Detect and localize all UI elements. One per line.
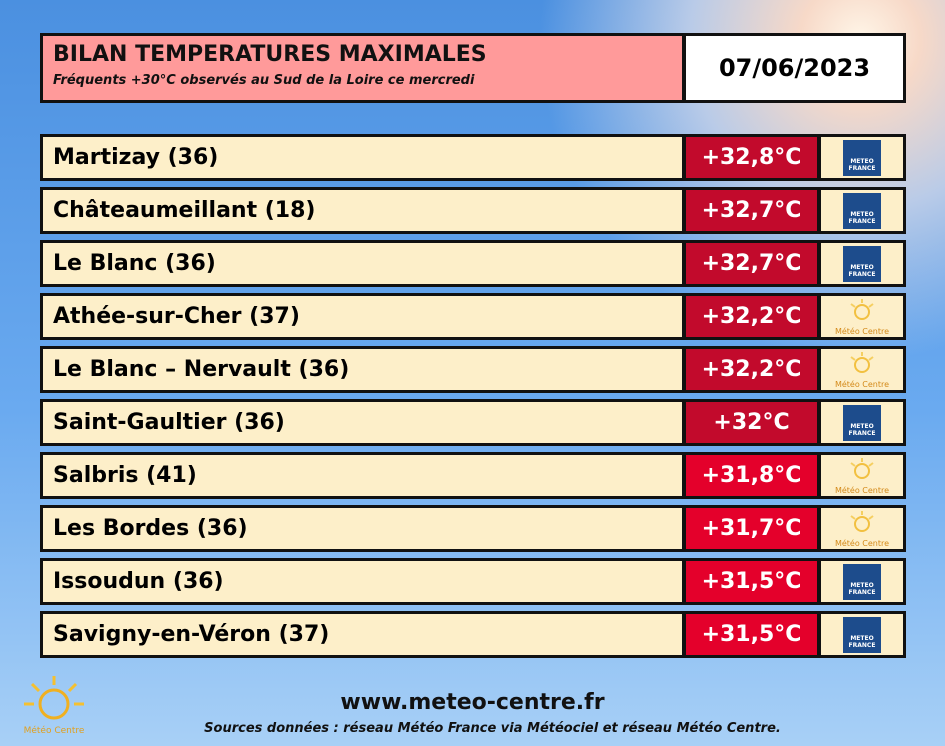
station-name: Savigny-en-Véron (37): [40, 611, 685, 658]
source-cell: Météo Centre: [818, 346, 906, 393]
station-name: Issoudun (36): [40, 558, 685, 605]
footer-logo: Météo Centre: [14, 672, 94, 742]
meteo-france-logo: METEO FRANCE: [843, 245, 881, 282]
table-row: Le Blanc (36) +32,7°C METEO FRANCE: [40, 240, 906, 287]
sun-icon: [850, 351, 874, 373]
meteo-centre-text: Météo Centre: [834, 485, 890, 495]
sun-icon: [850, 298, 874, 320]
sun-icon: [850, 510, 874, 532]
meteo-centre-text: Météo Centre: [834, 326, 890, 336]
date: 07/06/2023: [683, 33, 906, 103]
table-row: Les Bordes (36) +31,7°C Météo Centre: [40, 505, 906, 552]
meteo-france-logo: METEO FRANCE: [843, 404, 881, 441]
station-name: Salbris (41): [40, 452, 685, 499]
source-cell: Météo Centre: [818, 293, 906, 340]
table-row: Athée-sur-Cher (37) +32,2°C Météo Centre: [40, 293, 906, 340]
source-cell: METEO FRANCE: [818, 187, 906, 234]
temperature: +31,8°C: [683, 452, 820, 499]
meteo-france-logo: METEO FRANCE: [843, 616, 881, 653]
subtitle: Fréquents +30°C observés au Sud de la Lo…: [53, 73, 475, 88]
station-name: Saint-Gaultier (36): [40, 399, 685, 446]
meteo-centre-logo: Météo Centre: [834, 298, 890, 336]
station-name: Le Blanc (36): [40, 240, 685, 287]
station-name: Les Bordes (36): [40, 505, 685, 552]
source-cell: METEO FRANCE: [818, 240, 906, 287]
table-row: Issoudun (36) +31,5°C METEO FRANCE: [40, 558, 906, 605]
temperature: +32,7°C: [683, 187, 820, 234]
meteo-centre-logo: Météo Centre: [834, 457, 890, 495]
temperature: +32,2°C: [683, 346, 820, 393]
meteo-centre-text: Météo Centre: [834, 538, 890, 548]
table-row: Martizay (36) +32,8°C METEO FRANCE: [40, 134, 906, 181]
temperature: +31,5°C: [683, 558, 820, 605]
table-row: Le Blanc – Nervault (36) +32,2°C Météo Cen…: [40, 346, 906, 393]
meteo-france-logo: METEO FRANCE: [843, 192, 881, 229]
table-row: Salbris (41) +31,8°C Météo Centre: [40, 452, 906, 499]
meteo-centre-logo: Météo Centre: [834, 351, 890, 389]
source-cell: METEO FRANCE: [818, 558, 906, 605]
footer-logo-text: Météo Centre: [23, 726, 85, 736]
website: www.meteo-centre.fr: [340, 690, 605, 715]
temperature: +32,2°C: [683, 293, 820, 340]
temperature: +32°C: [683, 399, 820, 446]
source-cell: METEO FRANCE: [818, 134, 906, 181]
source-cell: Météo Centre: [818, 452, 906, 499]
temperature: +32,7°C: [683, 240, 820, 287]
sun-icon: [850, 457, 874, 479]
meteo-centre-text: Météo Centre: [834, 379, 890, 389]
sources: Sources données : réseau Météo France vi…: [204, 721, 781, 736]
title: BILAN TEMPERATURES MAXIMALES: [53, 42, 487, 67]
table-row: Saint-Gaultier (36) +32°C METEO FRANCE: [40, 399, 906, 446]
table-row: Châteaumeillant (18) +32,7°C METEO FRANCE: [40, 187, 906, 234]
station-name: Châteaumeillant (18): [40, 187, 685, 234]
source-cell: METEO FRANCE: [818, 611, 906, 658]
sun-icon: [24, 676, 84, 720]
meteo-france-logo: METEO FRANCE: [843, 563, 881, 600]
table-row: Savigny-en-Véron (37) +31,5°C METEO FRANCE: [40, 611, 906, 658]
meteo-centre-logo: Météo Centre: [834, 510, 890, 548]
source-cell: METEO FRANCE: [818, 399, 906, 446]
meteo-france-logo: METEO FRANCE: [843, 139, 881, 176]
station-name: Athée-sur-Cher (37): [40, 293, 685, 340]
station-name: Le Blanc – Nervault (36): [40, 346, 685, 393]
station-name: Martizay (36): [40, 134, 685, 181]
header: BILAN TEMPERATURES MAXIMALES Fréquents +…: [40, 33, 685, 103]
temperature: +32,8°C: [683, 134, 820, 181]
temperature: +31,7°C: [683, 505, 820, 552]
temperature: +31,5°C: [683, 611, 820, 658]
source-cell: Météo Centre: [818, 505, 906, 552]
